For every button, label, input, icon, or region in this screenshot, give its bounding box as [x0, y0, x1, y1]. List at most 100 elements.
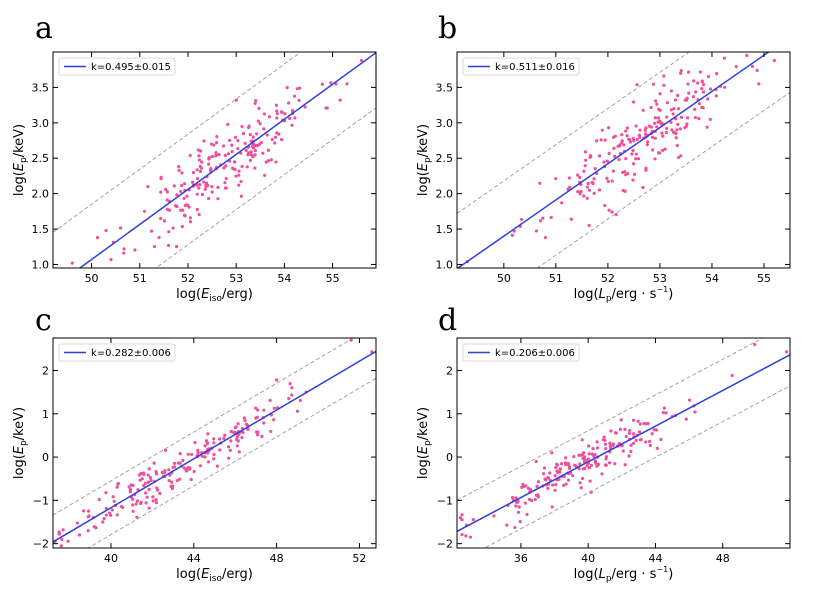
data-point [676, 155, 681, 160]
data-point [143, 491, 148, 495]
panel-letter: d [438, 303, 457, 338]
data-point [661, 148, 665, 152]
data-point [577, 467, 581, 471]
data-point [152, 461, 156, 465]
data-point [679, 69, 683, 73]
data-point [59, 544, 63, 548]
data-point [163, 448, 168, 452]
data-point [155, 472, 159, 476]
data-point [653, 116, 657, 120]
data-point [521, 482, 525, 486]
data-point [656, 116, 661, 120]
data-point [167, 478, 171, 483]
data-point [221, 144, 226, 148]
data-point [652, 428, 656, 432]
data-point [212, 457, 216, 461]
data-point [207, 156, 211, 160]
y-axis-label: log(Ep/keV) [12, 124, 29, 196]
data-point [215, 135, 219, 139]
data-point [587, 188, 592, 192]
data-point [662, 83, 666, 87]
data-point [644, 126, 648, 130]
data-point [148, 476, 153, 480]
data-point [180, 224, 184, 229]
data-point [677, 107, 681, 111]
data-point [653, 157, 657, 161]
data-point [631, 432, 636, 436]
y-tick-label: 2.0 [32, 188, 50, 201]
data-point [331, 43, 334, 46]
data-point [550, 505, 554, 509]
data-point [460, 532, 464, 537]
data-point [595, 440, 599, 444]
x-tick-label: 40 [581, 552, 595, 565]
data-point [245, 165, 249, 169]
data-point [599, 138, 603, 142]
data-point [268, 398, 272, 402]
data-point [101, 284, 104, 287]
x-tick-label: 53 [653, 272, 667, 285]
data-point [602, 160, 606, 164]
data-point [253, 153, 257, 157]
data-point [627, 431, 632, 436]
data-point [155, 486, 159, 490]
data-point [651, 82, 656, 86]
data-point [693, 115, 698, 120]
data-point [86, 509, 91, 513]
data-point [128, 488, 133, 492]
data-point [655, 446, 659, 450]
data-point [740, 41, 743, 44]
data-point [525, 512, 529, 517]
data-point [686, 82, 690, 86]
data-point [631, 441, 636, 445]
data-point [514, 496, 518, 500]
data-point [685, 122, 689, 126]
x-axis-label: log(Eiso/erg) [176, 287, 253, 304]
data-point [144, 501, 148, 505]
data-point [653, 99, 658, 103]
data-point [563, 461, 568, 465]
data-point [242, 416, 246, 420]
data-point [196, 148, 200, 152]
data-point [641, 108, 645, 112]
data-point [199, 149, 203, 153]
data-point [329, 81, 333, 85]
y-tick-label: −2 [33, 538, 49, 551]
data-point [217, 152, 221, 157]
data-point [116, 481, 120, 486]
data-point [550, 451, 554, 455]
data-point [723, 85, 727, 89]
data-point [110, 508, 114, 512]
data-point [154, 501, 159, 505]
data-point [512, 229, 516, 233]
data-point [267, 115, 272, 119]
data-point [670, 128, 674, 132]
data-point [214, 154, 218, 158]
data-point [275, 112, 279, 116]
data-point [578, 175, 582, 180]
data-point [576, 173, 580, 177]
data-point [222, 436, 226, 440]
data-point [583, 150, 588, 154]
x-tick-label: 55 [757, 272, 771, 285]
data-point [237, 173, 241, 177]
data-point [567, 466, 572, 470]
data-point [178, 461, 182, 465]
y-tick-label: 3.0 [32, 117, 50, 130]
data-point [623, 427, 627, 432]
panel-letter: b [438, 11, 457, 46]
legend-box [462, 343, 580, 362]
data-point [595, 139, 599, 143]
data-point [638, 438, 642, 442]
data-point [527, 497, 532, 502]
data-point [558, 467, 563, 471]
data-point [582, 169, 586, 173]
data-point [146, 480, 151, 484]
data-point [251, 144, 255, 148]
data-point [192, 469, 196, 474]
data-point [290, 386, 294, 390]
panel-a: a 50 51 52 53 54 55 1.0 1.5 2.0 2.5 3.0 3.5 k=0.495… [12, 11, 377, 304]
x-tick-label: 52 [352, 552, 366, 565]
data-point [185, 194, 189, 198]
